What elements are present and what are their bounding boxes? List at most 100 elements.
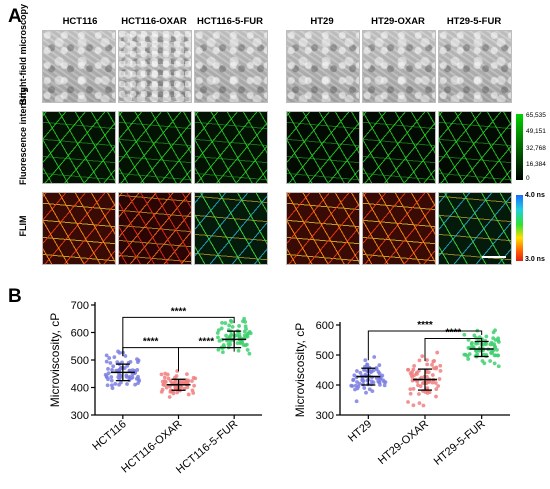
data-point [216, 328, 221, 332]
data-point [490, 351, 495, 355]
data-point [226, 342, 231, 347]
data-point [465, 354, 470, 358]
data-point [408, 391, 413, 396]
data-point [361, 379, 366, 383]
data-point [410, 375, 415, 379]
y-tick-label: 700 [71, 300, 89, 312]
data-point [414, 370, 419, 375]
data-point [127, 368, 132, 373]
data-point [436, 384, 441, 388]
data-point [244, 327, 248, 331]
data-point [474, 348, 479, 353]
data-point [162, 383, 167, 387]
data-point [425, 391, 430, 395]
data-point [217, 338, 222, 343]
y-axis-label: Microviscosity, cP [48, 313, 62, 407]
y-tick-label: 600 [71, 328, 89, 340]
y-axis-label: Microviscosity, cP [293, 323, 307, 417]
data-point [216, 347, 221, 352]
y-tick-label: 300 [71, 410, 89, 422]
data-point [484, 334, 489, 339]
data-point [116, 375, 121, 379]
data-point [362, 386, 367, 390]
data-point [377, 376, 382, 381]
data-point [355, 380, 359, 384]
data-point [355, 369, 359, 373]
data-point [230, 324, 235, 329]
data-point [229, 332, 234, 337]
column-header-hct116: HCT116 [62, 16, 98, 27]
data-point [376, 379, 381, 384]
data-point [353, 383, 358, 388]
panel-letter-b: B [8, 286, 22, 307]
data-point [408, 387, 413, 392]
data-point [164, 385, 169, 390]
data-point [162, 379, 167, 383]
micrograph-brightfield-hct116-5fur [194, 30, 268, 103]
data-point [135, 368, 140, 372]
data-point [110, 386, 115, 391]
data-point [242, 333, 247, 338]
data-point [159, 389, 164, 394]
data-point [382, 383, 387, 388]
lifetime-colorbar-bottom: 3.0 ns [525, 256, 545, 263]
data-point [491, 336, 496, 341]
data-point [425, 358, 429, 362]
significance-bracket [122, 316, 235, 357]
data-point [367, 387, 372, 392]
scale-bar [482, 256, 506, 258]
data-point [174, 385, 179, 390]
data-point [417, 358, 422, 363]
column-header-hct116-5fur: HCT116-5-FUR [197, 16, 263, 27]
column-header-ht29-oxar: HT29-OXAR [371, 16, 425, 27]
intensity-tick: 32,768 [526, 145, 546, 152]
data-point [185, 385, 190, 390]
data-point [421, 403, 426, 408]
micrograph-fluorescence-ht29-oxar [362, 111, 436, 184]
micrograph-fluorescence-ht29 [286, 111, 360, 184]
data-point [109, 375, 114, 379]
data-point [380, 373, 385, 378]
data-point [466, 345, 471, 350]
data-point [104, 359, 109, 364]
data-point [179, 379, 184, 383]
data-point [496, 336, 501, 341]
data-point [481, 352, 486, 357]
data-point [377, 363, 382, 368]
data-point [371, 380, 376, 385]
y-tick-label: 500 [316, 350, 334, 362]
data-point [223, 321, 228, 325]
data-point [246, 331, 251, 336]
data-point [431, 359, 436, 364]
data-point [219, 326, 224, 331]
data-point [236, 348, 241, 353]
data-point [493, 353, 498, 358]
significance-label: **** [143, 337, 159, 348]
x-tick-label: HT29 [346, 418, 374, 444]
data-point [434, 365, 439, 370]
data-point [117, 382, 121, 387]
data-point [106, 366, 110, 371]
column-header-ht29-5fur: HT29-5-FUR [446, 16, 502, 27]
x-tick-label: HT29-5-FUR [432, 418, 488, 468]
micrograph-fluorescence-hct116-5fur [194, 111, 268, 184]
data-point [106, 371, 111, 376]
data-point [104, 375, 109, 380]
data-point [496, 364, 501, 369]
data-point [105, 383, 110, 388]
data-point [130, 368, 135, 373]
data-point [117, 350, 122, 355]
data-point [358, 370, 363, 375]
data-point [430, 380, 435, 385]
data-point [418, 384, 423, 389]
data-point [493, 328, 497, 333]
data-point [350, 384, 355, 388]
data-point [125, 363, 130, 368]
data-point [368, 369, 373, 374]
data-point [411, 403, 416, 408]
data-point [426, 370, 431, 375]
data-point [493, 345, 498, 350]
data-point [420, 354, 425, 359]
data-point [130, 375, 135, 380]
micrograph-brightfield-hct116-oxar [118, 30, 192, 103]
